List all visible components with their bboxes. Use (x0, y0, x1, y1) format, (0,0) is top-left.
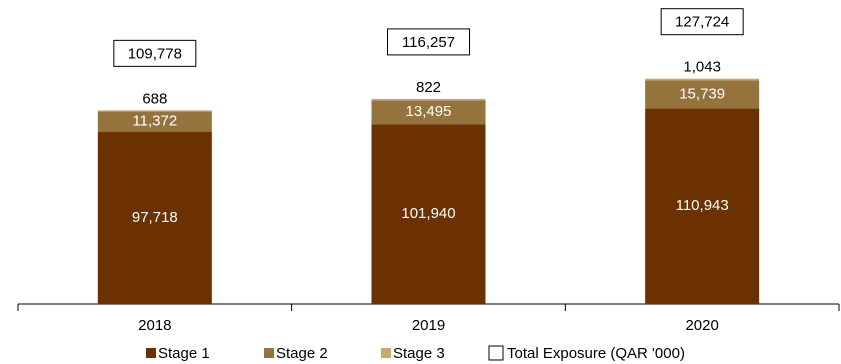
total-exposure-box (387, 28, 470, 56)
legend-label: Stage 3 (393, 345, 445, 362)
x-tick-label: 2019 (412, 317, 445, 334)
data-label-stage-1: 97,718 (132, 209, 178, 226)
x-tick-label: 2018 (138, 317, 171, 334)
legend-label: Stage 1 (158, 345, 210, 362)
total-exposure-value: 116,257 (402, 34, 455, 51)
bar-stage-3 (371, 98, 486, 101)
data-label-stage-2: 15,739 (679, 85, 725, 102)
total-exposure-value: 109,778 (128, 45, 182, 62)
total-exposure-box (660, 8, 744, 36)
data-label-stage-2: 11,372 (132, 113, 177, 130)
data-labels: 97,718 11,372 688 101,940 13,495 822 110,943 15… (132, 59, 729, 226)
data-label-stage-3: 822 (416, 79, 441, 96)
x-axis-ticks (17, 304, 840, 311)
bar-stage-2 (645, 80, 760, 109)
data-label-stage-2: 13,495 (406, 103, 452, 120)
total-boxes: 109,778 116,257 127,724 (113, 8, 744, 67)
bar-stage-3 (97, 110, 212, 112)
bar-stage-1 (97, 131, 212, 304)
bars (97, 78, 760, 305)
legend-swatch (146, 348, 156, 358)
total-exposure-box (113, 39, 197, 67)
bar-stage-1 (645, 108, 760, 305)
legend: Stage 1 Stage 2 Stage 3 Total Exposure (QAR… (146, 345, 685, 362)
legend-swatch (488, 345, 504, 361)
data-label-stage-3: 1,043 (683, 59, 721, 76)
bar-stage-2 (371, 100, 486, 125)
data-label-stage-1: 110,943 (676, 197, 729, 214)
legend-swatch (381, 348, 391, 358)
x-tick-label: 2020 (685, 317, 718, 334)
bar-stage-3 (645, 78, 760, 81)
data-label-stage-3: 688 (142, 90, 167, 107)
data-label-stage-1: 101,940 (401, 205, 455, 222)
legend-swatch (264, 348, 274, 358)
total-exposure-value: 127,724 (675, 14, 729, 31)
bar-stage-1 (371, 124, 486, 304)
legend-label: Total Exposure (QAR '000) (507, 345, 685, 362)
bar-stage-2 (97, 111, 212, 132)
x-axis-labels: 2018 2019 2020 (138, 317, 719, 334)
legend-label: Stage 2 (276, 345, 328, 362)
